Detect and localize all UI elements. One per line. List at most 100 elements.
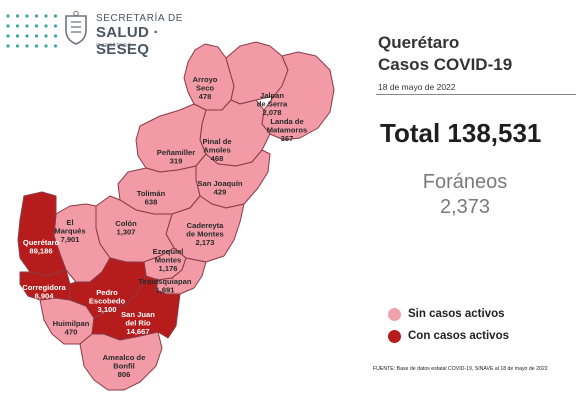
- decorative-dot: [34, 34, 39, 38]
- municipality-cases: 806: [118, 370, 131, 379]
- municipality-name: del Río: [125, 319, 151, 328]
- municipality-name: de Montes: [186, 230, 224, 239]
- decorative-dot: [6, 44, 10, 48]
- map-title: Querétaro Casos COVID-19: [378, 32, 512, 76]
- seseq-logo: SECRETARÍA DE SALUD · SESEQ QUERÉTARO: [62, 10, 192, 58]
- source-note: FUENTE: Base de datos estatal COVID-19, …: [373, 366, 548, 372]
- legend-item-active: Con casos activos: [388, 326, 509, 346]
- legend-label-inactive: Sin casos activos: [408, 308, 505, 320]
- decorative-dot: [53, 44, 58, 48]
- municipality-name: Amealco de: [103, 353, 146, 362]
- municipality-name: Landa de: [270, 117, 303, 126]
- legend-item-inactive: Sin casos activos: [388, 304, 509, 324]
- decorative-dot-grid: [6, 14, 58, 48]
- region-landa-de-matamoros: [261, 51, 335, 141]
- decorative-dot: [34, 44, 39, 48]
- municipality-cases: 468: [211, 154, 224, 163]
- municipality-cases: 478: [199, 92, 212, 101]
- decorative-dot: [44, 44, 48, 48]
- municipality-cases: 429: [214, 188, 227, 197]
- decorative-dot: [34, 24, 39, 28]
- municipality-name: Cadereyta: [187, 221, 224, 230]
- decorative-dot: [34, 14, 39, 18]
- decorative-dot: [44, 34, 48, 38]
- municipality-cases: 638: [145, 198, 158, 207]
- decorative-dot: [15, 34, 20, 38]
- municipality-name: San Joaquín: [197, 179, 243, 188]
- divider: [376, 94, 576, 95]
- decorative-dot: [15, 24, 20, 28]
- municipality-name: Matamoros: [267, 126, 308, 135]
- municipality-name: de Serra: [257, 100, 288, 109]
- municipality-cases: 2,173: [195, 238, 214, 247]
- decorative-dot: [6, 34, 10, 38]
- total-cases: Total 138,531: [380, 118, 542, 148]
- municipality-name: Tolimán: [137, 189, 166, 198]
- municipality-name: Peñamiller: [157, 148, 195, 157]
- municipality-cases: 319: [170, 157, 183, 166]
- municipality-cases: 367: [281, 134, 294, 143]
- municipality-name: Colón: [115, 219, 137, 228]
- municipality-name: San Juan: [121, 310, 155, 319]
- municipality-name: Huimilpan: [53, 319, 90, 328]
- legend-label-active: Con casos activos: [408, 330, 509, 342]
- org-state: QUERÉTARO: [96, 43, 132, 49]
- legend: Sin casos activos Con casos activos: [388, 304, 509, 348]
- municipality-cases: 3,100: [97, 305, 116, 314]
- municipality-name: Tequisquiapan: [138, 277, 191, 286]
- municipality-name: El: [66, 218, 73, 227]
- municipality-name: Seco: [196, 84, 215, 93]
- decorative-dot: [53, 34, 58, 38]
- foreign-value: 2,373: [439, 196, 491, 218]
- municipality-name: Ezequiel: [153, 247, 184, 256]
- municipality-name: Jalpan: [260, 91, 284, 100]
- municipality-name: Montes: [155, 256, 182, 265]
- municipality-name: Corregidora: [22, 283, 66, 292]
- municipality-cases: 89,186: [29, 247, 52, 256]
- decorative-dot: [15, 44, 20, 48]
- decorative-dot: [15, 14, 20, 18]
- municipality-name: Querétaro: [23, 238, 60, 247]
- decorative-dot: [6, 24, 10, 28]
- org-name: SECRETARÍA DE: [96, 13, 184, 24]
- municipality-name: Escobedo: [89, 297, 126, 306]
- decorative-dot: [25, 34, 29, 38]
- decorative-dot: [6, 14, 10, 18]
- municipality-name: Arroyo: [193, 75, 218, 84]
- municipality-cases: 1,691: [155, 286, 175, 295]
- municipality-name: Pinal de: [202, 137, 231, 146]
- report-date: 18 de mayo de 2022: [378, 82, 456, 92]
- title-state: Querétaro: [378, 33, 460, 52]
- title-subject: Casos COVID-19: [378, 55, 513, 74]
- decorative-dot: [53, 14, 58, 18]
- municipality-cases: 1,176: [158, 264, 177, 273]
- municipality-cases: 14,667: [126, 327, 149, 336]
- municipality-cases: 2,078: [262, 108, 281, 117]
- decorative-dot: [53, 24, 58, 28]
- org-acronym: SALUD · SESEQ: [96, 24, 159, 58]
- region-san-juan-del-rio: [91, 275, 181, 341]
- municipality-cases: 8,904: [34, 292, 54, 301]
- municipality-cases: 470: [65, 328, 78, 337]
- municipality-name: Marqués: [54, 227, 85, 236]
- decorative-dot: [44, 24, 48, 28]
- decorative-dot: [25, 44, 29, 48]
